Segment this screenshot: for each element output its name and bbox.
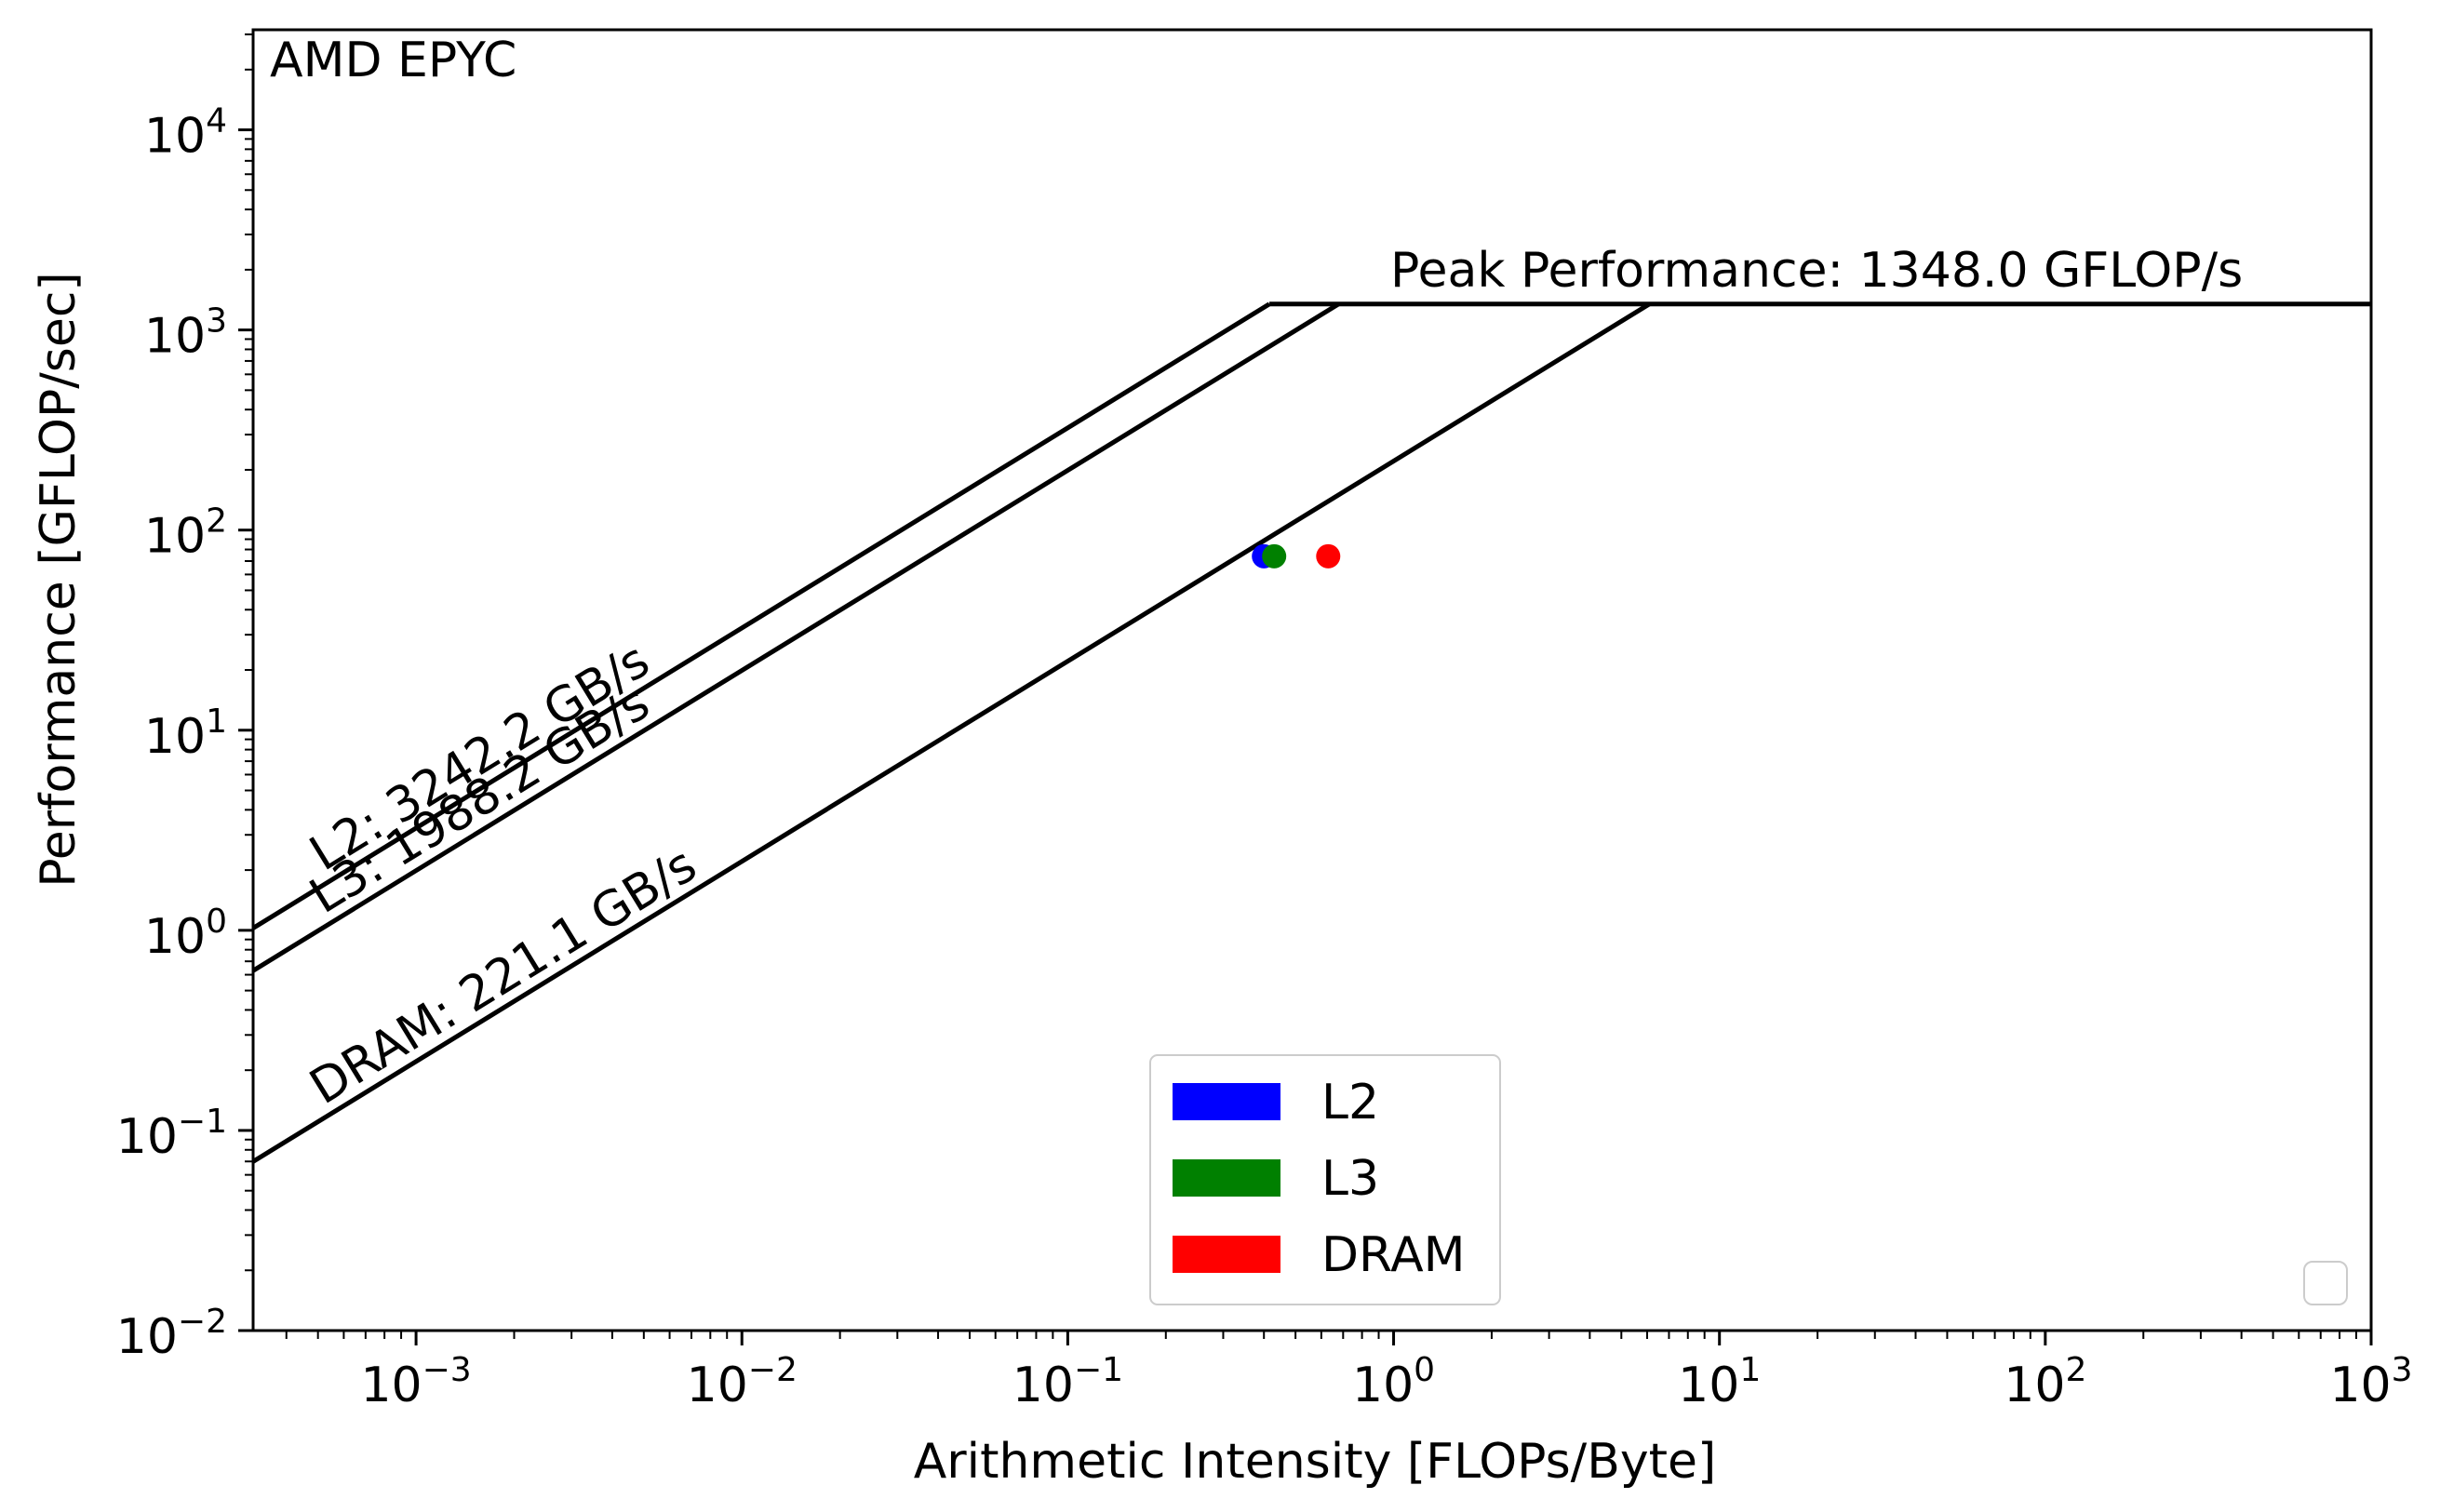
legend-swatch-l2 (1173, 1083, 1280, 1120)
legend-swatch-dram (1173, 1236, 1280, 1273)
y-tick-label: 103 (144, 302, 227, 365)
y-tick-label: 104 (144, 102, 227, 165)
y-tick-label: 101 (144, 702, 227, 765)
legend-label-l3: L3 (1321, 1151, 1379, 1207)
secondary-legend-box (2303, 1261, 2348, 1305)
axes-layer: 10−3 10−2 10−1 100 101 102 103 10−2 10−1 100 101 10… (116, 28, 2413, 1413)
plot-frame (251, 28, 2373, 1332)
y-tick-label: 10−2 (116, 1303, 227, 1365)
data-point-l3 (1262, 543, 1287, 569)
legend: L2 L3 DRAM (1149, 1054, 1501, 1305)
roof-line-dram (251, 301, 1651, 1164)
x-tick-label: 101 (1678, 1351, 1761, 1413)
x-tick-label: 10−1 (1012, 1351, 1123, 1413)
x-tick-label: 102 (2004, 1351, 2086, 1413)
y-tick-label: 102 (144, 502, 227, 565)
x-tick-label: 10−2 (687, 1351, 798, 1413)
points-layer (1252, 543, 1341, 569)
y-tick-label: 10−1 (116, 1103, 227, 1165)
legend-label-dram: DRAM (1321, 1227, 1466, 1283)
data-point-dram (1316, 543, 1341, 569)
roof-line-l3 (251, 301, 1340, 973)
x-axis-label: Arithmetic Intensity [FLOPs/Byte] (914, 1434, 1717, 1490)
x-tick-label: 10−3 (360, 1351, 471, 1413)
chart-title: AMD EPYC (270, 33, 516, 88)
legend-swatch-l3 (1173, 1159, 1280, 1197)
roof-line-l2 (251, 301, 1271, 930)
peak-performance-label: Peak Performance: 1348.0 GFLOP/s (1390, 243, 2243, 299)
y-axis-label: Performance [GFLOP/sec] (31, 272, 87, 887)
legend-label-l2: L2 (1321, 1075, 1379, 1131)
y-tick-label: 100 (144, 903, 227, 965)
text-layer: AMD EPYC Peak Performance: 1348.0 GFLOP/… (31, 33, 2243, 1490)
x-tick-label: 103 (2329, 1351, 2412, 1413)
x-tick-label: 100 (1352, 1351, 1435, 1413)
